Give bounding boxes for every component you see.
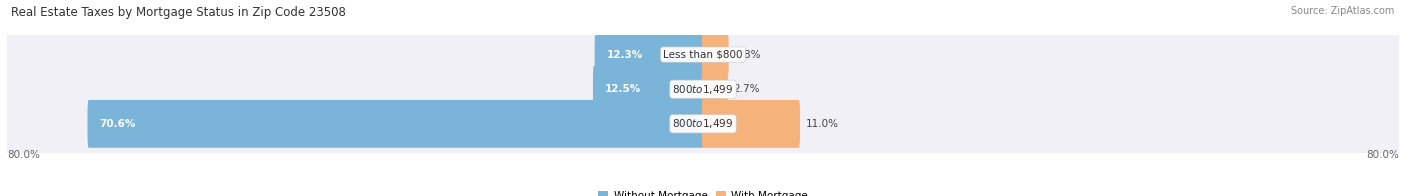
FancyBboxPatch shape [702,65,728,113]
FancyBboxPatch shape [3,30,1403,196]
FancyBboxPatch shape [3,0,1403,183]
Legend: Without Mortgage, With Mortgage: Without Mortgage, With Mortgage [598,191,808,196]
FancyBboxPatch shape [6,41,1400,196]
FancyBboxPatch shape [87,100,704,148]
Text: 80.0%: 80.0% [1367,150,1399,160]
FancyBboxPatch shape [6,0,1400,138]
Text: 12.5%: 12.5% [605,84,641,94]
FancyBboxPatch shape [702,100,800,148]
Text: 70.6%: 70.6% [100,119,135,129]
Text: $800 to $1,499: $800 to $1,499 [672,117,734,130]
FancyBboxPatch shape [702,31,728,78]
FancyBboxPatch shape [593,65,704,113]
Text: $800 to $1,499: $800 to $1,499 [672,83,734,96]
Text: 80.0%: 80.0% [7,150,39,160]
FancyBboxPatch shape [595,31,704,78]
Text: Real Estate Taxes by Mortgage Status in Zip Code 23508: Real Estate Taxes by Mortgage Status in … [11,6,346,19]
FancyBboxPatch shape [3,0,1403,148]
Text: 12.3%: 12.3% [606,50,643,60]
FancyBboxPatch shape [6,6,1400,172]
Text: Less than $800: Less than $800 [664,50,742,60]
Text: 11.0%: 11.0% [806,119,838,129]
Text: 2.8%: 2.8% [734,50,761,60]
Text: Source: ZipAtlas.com: Source: ZipAtlas.com [1291,6,1395,16]
Text: 2.7%: 2.7% [734,84,761,94]
